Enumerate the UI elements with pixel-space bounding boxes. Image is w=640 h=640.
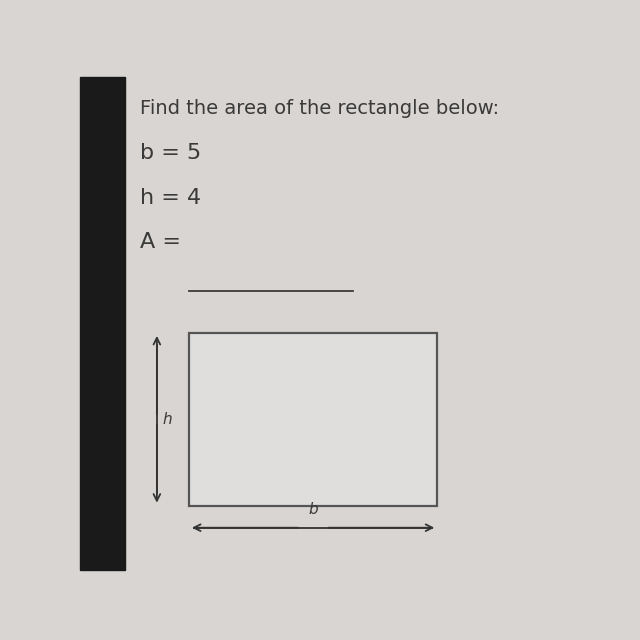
Text: Find the area of the rectangle below:: Find the area of the rectangle below: bbox=[140, 99, 499, 118]
Text: b = 5: b = 5 bbox=[140, 143, 201, 163]
Text: b: b bbox=[308, 502, 318, 517]
Bar bbox=[189, 333, 437, 506]
Text: A =: A = bbox=[140, 232, 188, 252]
Text: h: h bbox=[162, 412, 172, 427]
Text: h = 4: h = 4 bbox=[140, 188, 201, 207]
Bar bbox=[80, 77, 125, 570]
